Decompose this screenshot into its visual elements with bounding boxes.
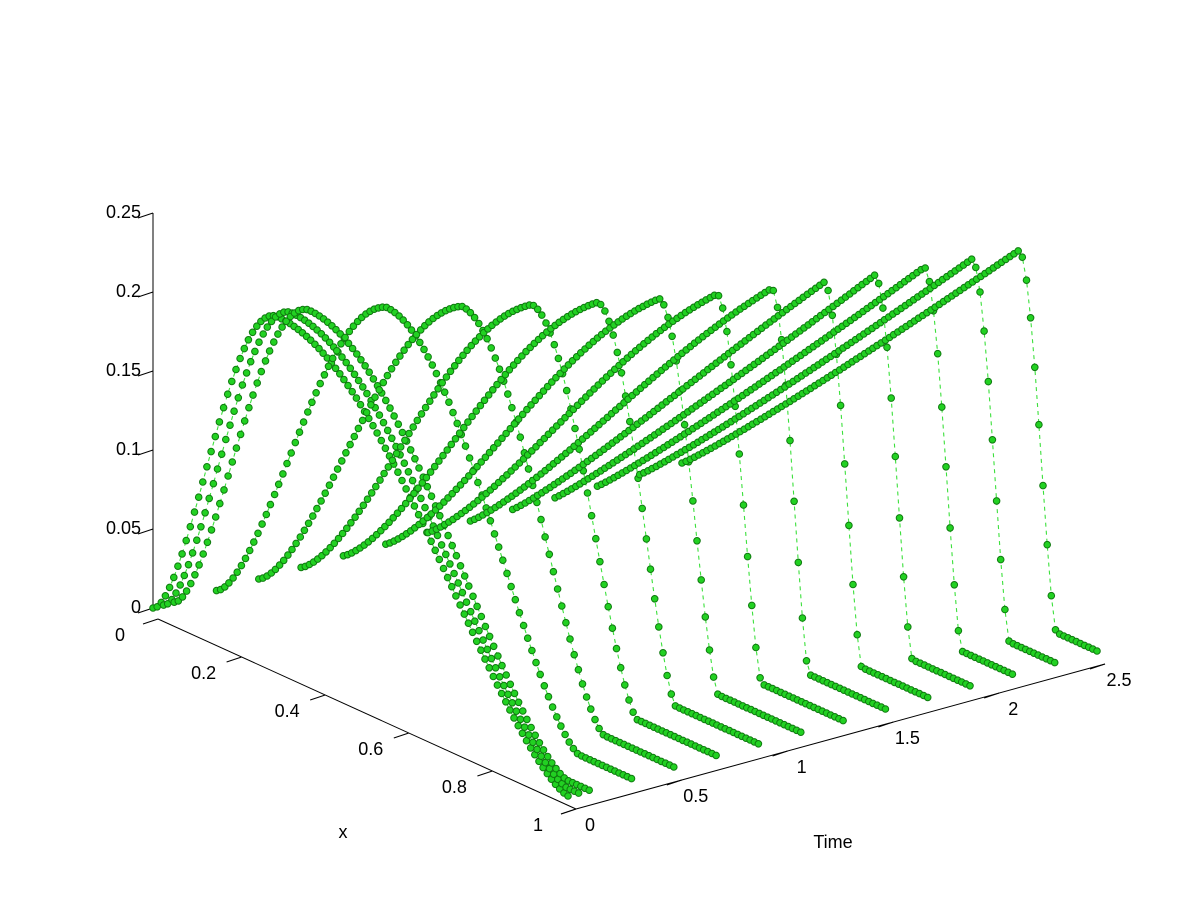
z-axis: 0 0.05 0.1 0.15 0.2 0.25 <box>106 202 154 617</box>
time-slice-series <box>297 301 720 760</box>
time-axis-tick <box>666 779 682 786</box>
time-slice-series <box>382 295 805 737</box>
x-tick-label: 0.8 <box>442 777 467 797</box>
time-slice-series <box>466 286 890 713</box>
time-axis-tick <box>984 692 1000 699</box>
axis-titles-layer: x Time <box>339 822 853 852</box>
time-tick-label: 0 <box>585 815 595 835</box>
x-axis-tick <box>226 656 242 663</box>
x-tick-label: 0.6 <box>358 739 383 759</box>
x-tick-label: 0.2 <box>191 663 216 683</box>
time-axis-tick <box>1089 663 1106 670</box>
z-tick-label: 0.05 <box>106 518 141 538</box>
z-axis-tick <box>137 449 154 456</box>
time-axis-title: Time <box>813 832 852 852</box>
z-tick-label: 0.15 <box>106 360 141 380</box>
x-tick-label: 0 <box>115 625 125 645</box>
x-tick-label: 0.4 <box>275 701 300 721</box>
slice-dashed-line <box>163 311 579 794</box>
time-axis-tick <box>878 721 894 728</box>
time-slice-series <box>159 308 583 797</box>
time-tick-label: 0.5 <box>683 786 708 806</box>
data-series-layer <box>149 247 1101 800</box>
x-axis-title: x <box>339 822 348 842</box>
time-slice-series <box>424 291 847 725</box>
time-tick-label: 2.5 <box>1106 670 1131 690</box>
time-slice-series <box>551 271 974 690</box>
x-axis: 0 0.2 0.4 0.6 0.8 1 <box>115 618 577 835</box>
time-axis-tick <box>772 750 788 757</box>
time-tick-label: 1.5 <box>895 728 920 748</box>
time-slice-series <box>593 264 1017 679</box>
x-axis-tick <box>393 732 409 739</box>
time-tick-label: 1 <box>797 757 807 777</box>
z-tick-label: 0.2 <box>116 281 141 301</box>
time-slice-series <box>508 278 932 702</box>
z-tick-label: 0.25 <box>106 202 141 222</box>
axes-layer: 0 0.05 0.1 0.15 0.2 0.25 0 0.2 0.4 0.6 0.8 1 0 0.5 1 1.… <box>106 202 1132 835</box>
x-axis-line <box>157 618 577 810</box>
slice-dashed-line <box>681 250 1098 652</box>
time-axis-line <box>575 663 1106 810</box>
x-axis-tick <box>142 618 159 625</box>
time-slice-series <box>339 298 763 748</box>
slice-dashed-line <box>343 302 759 745</box>
z-axis-tick <box>137 291 154 298</box>
z-axis-tick <box>137 528 154 535</box>
time-slice-series <box>254 302 678 771</box>
x-axis-tick <box>477 770 493 777</box>
z-axis-tick <box>137 370 154 377</box>
x-tick-label: 1 <box>533 815 543 835</box>
x-axis-tick <box>310 694 326 701</box>
z-axis-tick <box>137 212 154 219</box>
time-axis-tick <box>560 808 577 815</box>
z-tick-label: 0.1 <box>116 439 141 459</box>
z-tick-label: 0 <box>131 597 141 617</box>
time-axis: 0 0.5 1 1.5 2 2.5 <box>560 663 1132 835</box>
time-slice-series <box>635 255 1059 667</box>
time-slice-series <box>678 247 1101 655</box>
time-slice-series <box>170 305 594 795</box>
time-tick-label: 2 <box>1008 699 1018 719</box>
